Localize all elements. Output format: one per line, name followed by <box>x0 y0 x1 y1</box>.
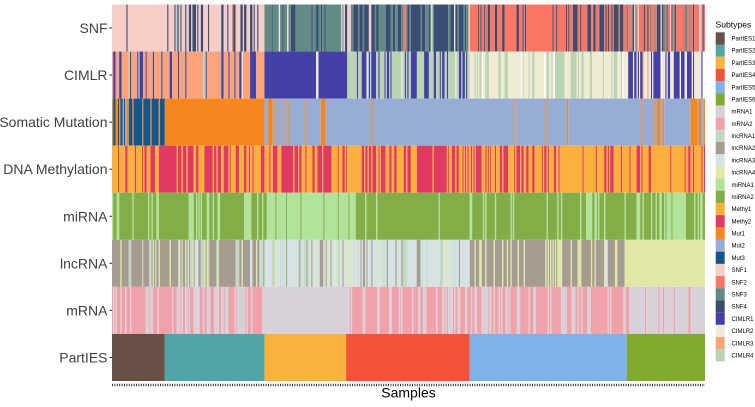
svg-text:CIMLR3: CIMLR3 <box>732 341 755 347</box>
svg-text:Mut2: Mut2 <box>732 244 746 250</box>
svg-text:miRNA1: miRNA1 <box>732 183 755 189</box>
svg-text:lncRNA4: lncRNA4 <box>732 171 755 177</box>
svg-text:CIMLR: CIMLR <box>64 67 108 83</box>
svg-text:SNF2: SNF2 <box>732 280 748 286</box>
svg-text:Mut3: Mut3 <box>732 256 746 262</box>
svg-text:lncRNA2: lncRNA2 <box>732 146 755 152</box>
svg-text:Samples: Samples <box>381 385 435 401</box>
svg-text:PartIES: PartIES <box>59 350 107 366</box>
svg-text:PartIES4: PartIES4 <box>732 73 755 79</box>
svg-text:PartIES3: PartIES3 <box>732 61 755 67</box>
svg-text:SNF1: SNF1 <box>732 268 748 274</box>
svg-text:DNA Methylation: DNA Methylation <box>3 161 107 177</box>
svg-text:Methy2: Methy2 <box>732 219 752 225</box>
svg-text:lncRNA1: lncRNA1 <box>732 134 755 140</box>
svg-text:mRNA1: mRNA1 <box>732 110 754 116</box>
svg-text:CIMLR2: CIMLR2 <box>732 329 755 335</box>
svg-text:CIMLR4: CIMLR4 <box>732 353 755 359</box>
svg-text:mRNA: mRNA <box>66 302 108 318</box>
svg-text:PartIES1: PartIES1 <box>732 36 755 42</box>
svg-text:CIMLR1: CIMLR1 <box>732 317 755 323</box>
svg-text:Somatic Mutation: Somatic Mutation <box>0 114 108 130</box>
svg-text:PartIES5: PartIES5 <box>732 85 755 91</box>
svg-text:SNF: SNF <box>80 20 108 36</box>
svg-text:lncRNA3: lncRNA3 <box>732 158 755 164</box>
svg-text:PartIES2: PartIES2 <box>732 49 755 55</box>
svg-text:miRNA2: miRNA2 <box>732 195 755 201</box>
svg-text:Subtypes: Subtypes <box>716 20 752 30</box>
svg-text:SNF3: SNF3 <box>732 292 748 298</box>
svg-text:lncRNA: lncRNA <box>60 255 108 271</box>
svg-text:miRNA: miRNA <box>63 208 108 224</box>
svg-text:PartIES6: PartIES6 <box>732 97 755 103</box>
svg-text:SNF4: SNF4 <box>732 305 748 311</box>
svg-text:Mut1: Mut1 <box>732 232 746 238</box>
svg-text:mRNA2: mRNA2 <box>732 122 754 128</box>
svg-text:Methy1: Methy1 <box>732 207 752 213</box>
